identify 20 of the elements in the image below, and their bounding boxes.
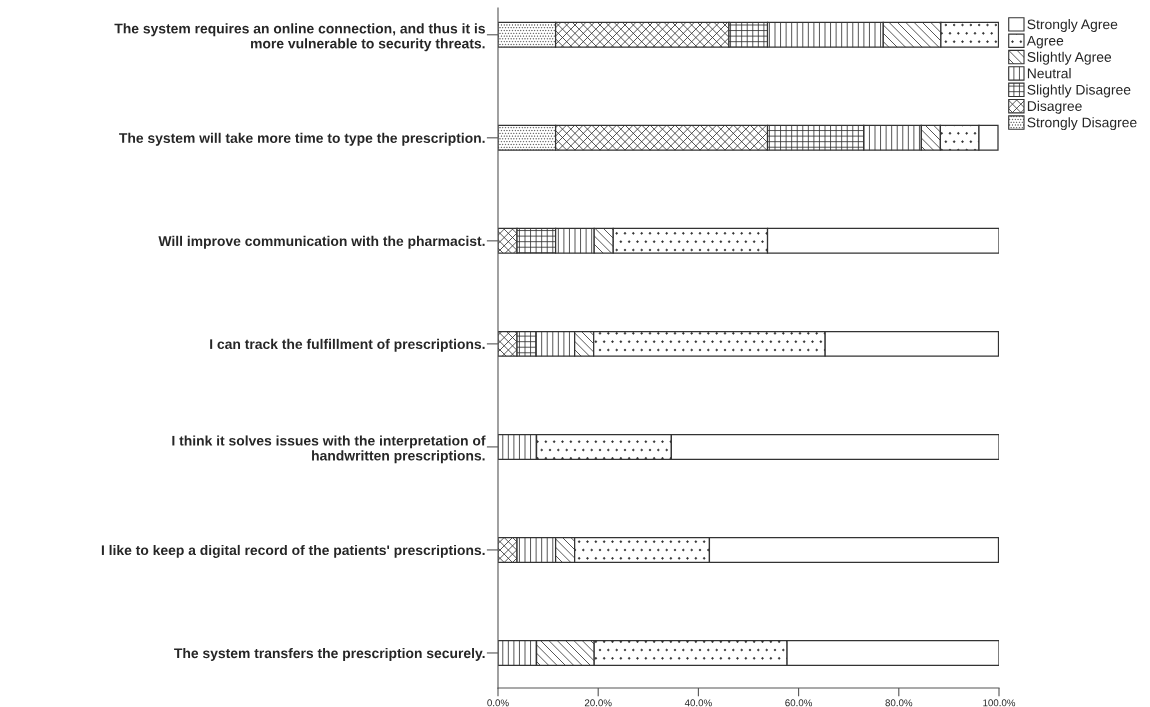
legend-label: Slightly Disagree: [1027, 84, 1131, 98]
legend-label: Agree: [1026, 35, 1064, 49]
y-tick-label: I can track the fulfillment of prescriptions.: [210, 338, 485, 352]
y-tick-label: Will improve communication with the pharmacist.: [158, 235, 485, 249]
legend-label: Slightly Agree: [1027, 51, 1112, 65]
x-tick-label: 100.0%: [983, 699, 1016, 707]
legend-label: Neutral: [1027, 68, 1071, 79]
x-tick-label: 0.0%: [487, 699, 509, 707]
legend-label: Strongly Agree: [1027, 19, 1118, 32]
legend-label: Disagree: [1027, 100, 1082, 114]
y-tick-label: I think it solves issues with the interpretation of handwritten prescriptions.: [172, 435, 486, 464]
y-tick-label: The system requires an online connection, and thus it is more vulnerable to security threats.: [114, 23, 485, 52]
x-tick-label: 60.0%: [785, 699, 813, 707]
y-tick-label: The system will take more time to type the prescription.: [119, 132, 485, 146]
y-tick-label: The system transfers the prescription securely.: [174, 647, 485, 661]
y-tick-label: I like to keep a digital record of the patients' prescriptions.: [101, 544, 485, 558]
x-tick-label: 40.0%: [684, 699, 712, 707]
legend-label: Strongly Disagree: [1027, 117, 1137, 131]
x-tick-label: 80.0%: [885, 699, 913, 707]
x-tick-label: 20.0%: [584, 699, 612, 707]
